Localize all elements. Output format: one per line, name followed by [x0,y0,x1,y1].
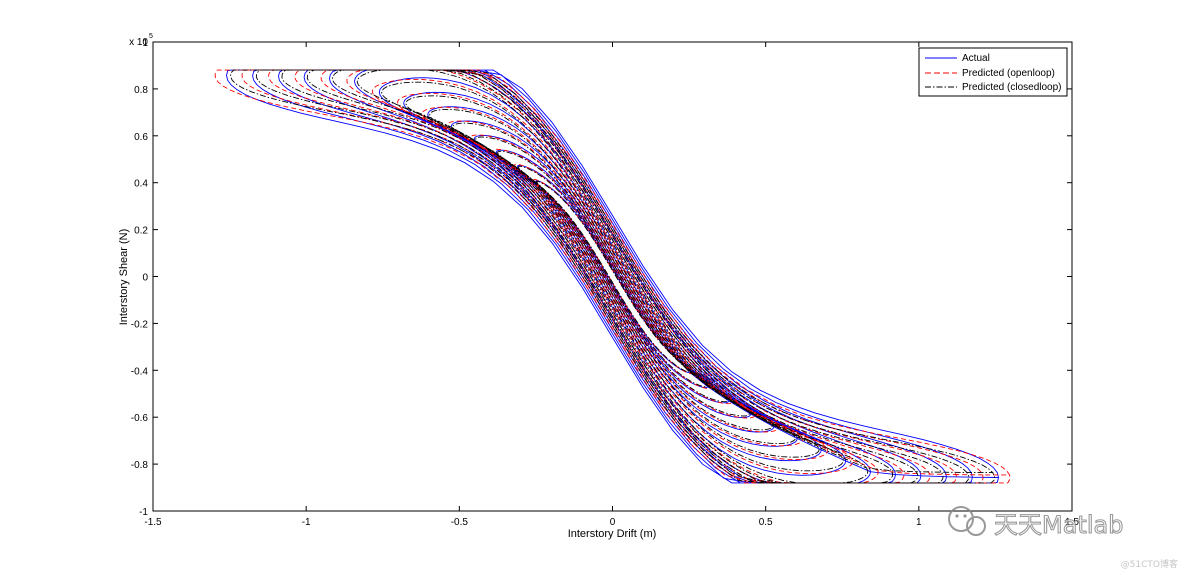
watermark-small-text: @51CTO博客 [1121,558,1178,570]
plot-background [153,42,1072,511]
x-tick-label: 0.5 [759,517,773,528]
wechat-icon [948,506,986,536]
y-exponent-base: x 10 [129,37,148,48]
y-tick-label: -0.8 [131,460,149,471]
watermark: 天天Matlab @51CTO博客 [948,506,1178,570]
series-0-line [226,69,1000,484]
x-axis-ticks: -1.5 -1 -0.5 0 0.5 1 1.5 [144,42,1079,528]
y-tick-label: 1 [142,38,148,49]
x-axis-label: Interstory Drift (m) [568,528,657,540]
y-tick-label: -0.6 [131,413,149,424]
legend: Actual Predicted (openloop) Predicted (c… [918,47,1068,97]
x-tick-label: 0 [610,517,616,528]
series-curves [214,69,1011,484]
watermark-text: 天天Matlab [994,511,1123,539]
x-tick-label: -0.5 [451,517,469,528]
x-tick-label: 1.5 [1065,517,1079,528]
legend-label-openloop: Predicted (openloop) [962,68,1055,79]
y-tick-label: 0.2 [134,226,148,237]
y-axis-label: Interstory Shear (N) [118,229,130,326]
legend-label-closedloop: Predicted (closedloop) [962,82,1062,93]
y-tick-label: 0.6 [134,132,148,143]
x-tick-label: -1 [302,517,311,528]
y-tick-label: 0.4 [134,179,148,190]
series-2-line [230,69,995,484]
y-tick-label: 0 [142,273,148,284]
y-axis-ticks: -1 -0.8 -0.6 -0.4 -0.2 0 0.2 0.4 0.6 0.8 1 [131,38,1072,518]
y-tick-label: -0.4 [131,366,149,377]
y-tick-label: 0.8 [134,85,148,96]
y-tick-label: -1 [139,507,148,518]
x-tick-label: 1 [916,517,922,528]
legend-label-actual: Actual [962,53,990,64]
legend-box [918,47,1068,97]
y-exponent-power: 5 [149,33,153,40]
y-tick-label: -0.2 [131,319,149,330]
x-tick-label: -1.5 [144,517,162,528]
